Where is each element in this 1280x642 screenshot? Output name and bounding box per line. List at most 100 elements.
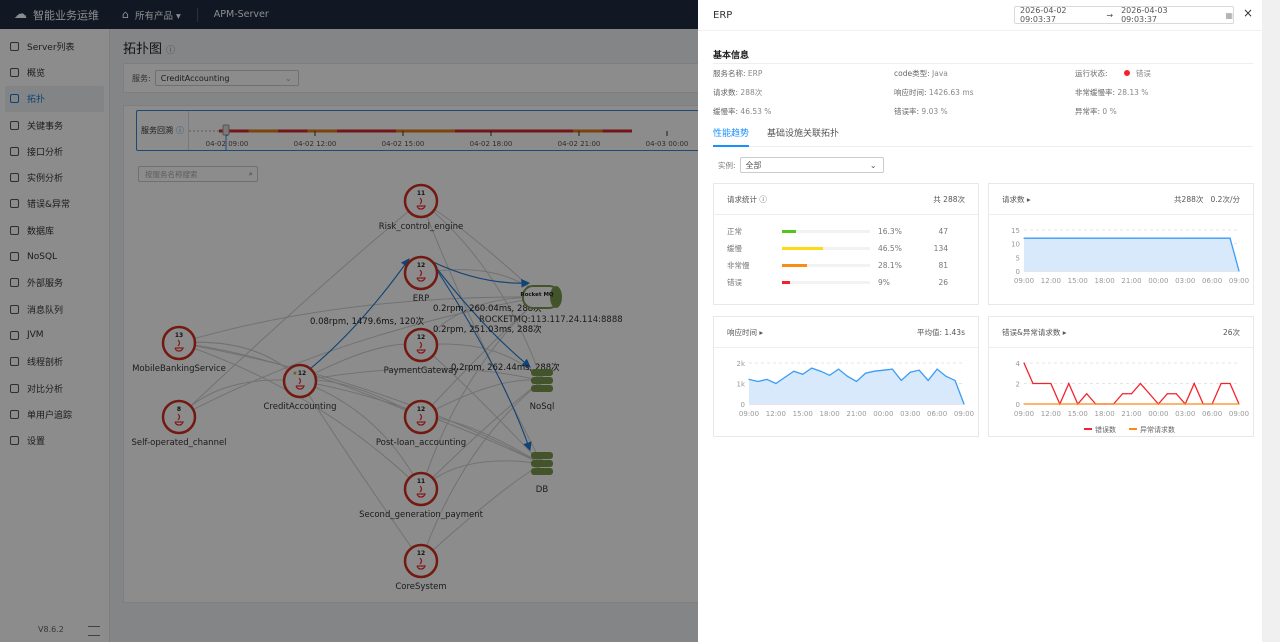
x-tick-label: 12:00 <box>1041 277 1061 285</box>
sidebar-item[interactable]: 设置 <box>0 427 109 453</box>
help-icon[interactable]: ⓘ <box>759 194 767 204</box>
data-point <box>1238 403 1240 405</box>
node-label: DB <box>536 485 549 495</box>
sidebar-item[interactable]: 外部服务 <box>0 270 109 296</box>
topology-edge <box>420 296 542 490</box>
app-name[interactable]: APM-Server <box>213 9 269 20</box>
data-point <box>1148 237 1151 239</box>
service-node[interactable]: 12★ CreditAccounting <box>263 363 337 412</box>
data-point <box>936 368 938 370</box>
sidebar-item[interactable]: JVM <box>0 322 109 348</box>
timeline-segment <box>425 129 455 133</box>
sidebar-item[interactable]: 对比分析 <box>0 375 109 401</box>
data-point <box>802 373 804 375</box>
service-timeline[interactable]: 服务回溯 ⓘ 04-02 09:00 04-02 12:00 04-02 15:00 0… <box>136 110 706 151</box>
expand-icon[interactable]: ▸ <box>1062 327 1067 337</box>
service-node[interactable]: 12 CoreSystem <box>395 543 447 592</box>
scrollbar[interactable] <box>1262 0 1280 642</box>
y-tick-label: 0 <box>1016 268 1020 276</box>
data-point <box>1059 403 1061 405</box>
timeline-tick-label: 04-03 00:00 <box>646 140 689 148</box>
sidebar-item[interactable]: 消息队列 <box>0 296 109 322</box>
products-dropdown[interactable]: 所有产品 ▾ <box>134 10 181 22</box>
info-field: code类型: Java <box>894 69 948 78</box>
service-select[interactable]: CreditAccounting ⌄ <box>154 70 299 86</box>
menu-icon <box>10 67 19 77</box>
sidebar-item[interactable]: 概览 <box>0 59 109 85</box>
help-icon[interactable]: ⓘ <box>176 126 184 135</box>
data-point <box>1050 403 1052 405</box>
timeline-segment <box>484 129 514 133</box>
data-point <box>766 378 768 380</box>
java-icon <box>416 269 426 282</box>
node-instance-count: 12 <box>417 334 425 341</box>
instance-select[interactable]: 全部 ⌄ <box>739 157 884 173</box>
rocketmq-node: Rocket MQ <box>520 285 562 309</box>
help-icon[interactable]: ⓘ <box>166 46 176 56</box>
topology-edge <box>299 380 422 490</box>
node-label: Risk_control_engine <box>379 222 464 232</box>
database-icon <box>531 468 553 475</box>
data-point <box>1220 237 1222 239</box>
request-stats-card: 请求统计 ⓘ 共 288次 正常 16.3% 47 缓慢 46.5% 134 非常慢 28.1%… <box>713 183 979 305</box>
topology-graph[interactable]: 0.08rpm, 1479.6ms, 120次 0.2rpm, 260.04ms,… <box>1 1 623 592</box>
sidebar-item[interactable]: 拓扑 <box>5 85 104 112</box>
service-node[interactable]: 11 Risk_control_engine <box>379 183 464 232</box>
data-point <box>1175 393 1177 395</box>
sidebar-item[interactable]: 关键事务 <box>0 112 109 138</box>
expand-icon[interactable]: ▸ <box>1026 194 1031 204</box>
sidebar-item[interactable]: NoSQL <box>0 243 109 269</box>
x-tick-label: 09:00 <box>1014 277 1034 285</box>
sidebar-item[interactable]: 单用户追踪 <box>0 401 109 427</box>
topology-edge <box>178 294 542 418</box>
sidebar-item[interactable]: 接口分析 <box>0 138 109 164</box>
service-node[interactable]: 12 ERP <box>403 255 439 304</box>
date-range-picker[interactable]: 2026-04-02 09:03:37 → 2026-04-03 09:03:37 ▦ <box>1014 6 1234 24</box>
menu-icon <box>10 357 19 367</box>
expand-icon[interactable]: ▸ <box>759 327 764 337</box>
topology-canvas[interactable]: 服务回溯 ⓘ 04-02 09:00 04-02 12:00 04-02 15:00 0… <box>123 105 713 603</box>
stat-bar <box>782 264 870 267</box>
mq-cap <box>550 286 562 308</box>
sidebar-item[interactable]: Server列表 <box>0 33 109 59</box>
x-tick-label: 00:00 <box>1148 277 1168 285</box>
sidebar-item[interactable]: 数据库 <box>0 217 109 243</box>
java-icon <box>416 413 426 426</box>
data-point <box>855 380 858 383</box>
tab-performance-trend[interactable]: 性能趋势 <box>713 126 750 147</box>
timeline-segment <box>219 129 249 133</box>
stat-row: 缓慢 46.5% 134 <box>727 244 948 253</box>
brand[interactable]: ☁ 智能业务运维 <box>14 7 99 22</box>
data-point <box>1139 237 1142 239</box>
service-node[interactable]: 13 MobileBankingService <box>132 325 226 374</box>
stat-bar-fill <box>782 230 797 233</box>
service-search-input[interactable]: 按服务名称搜索 ⌕ <box>138 166 258 182</box>
tab-infra-topology[interactable]: 基础设施关联拓扑 <box>767 129 840 139</box>
sidebar-item[interactable]: 线程剖析 <box>0 349 109 375</box>
data-point <box>1175 237 1177 239</box>
menu-icon <box>10 436 19 446</box>
home-icon[interactable]: ⌂ <box>122 8 129 21</box>
x-tick-label: 00:00 <box>1148 410 1168 418</box>
x-tick-label: 03:00 <box>1175 410 1195 418</box>
node-label: CoreSystem <box>395 582 446 592</box>
sidebar-item[interactable]: 实例分析 <box>0 164 109 190</box>
close-button[interactable]: × <box>1243 6 1254 20</box>
topology-edge-highlighted <box>430 260 531 288</box>
calendar-icon: ▦ <box>1225 10 1233 20</box>
collapse-sidebar-icon[interactable] <box>88 626 100 636</box>
data-point <box>1202 237 1204 239</box>
timeline-segment <box>366 129 396 133</box>
timeline-track[interactable]: 04-02 09:00 04-02 12:00 04-02 15:00 04-02 1… <box>189 111 705 150</box>
star-icon: ★ <box>292 370 297 377</box>
service-node[interactable]: 12 PaymentGateway <box>384 327 459 376</box>
service-node[interactable]: 12 Post-loan_accounting <box>376 399 466 448</box>
service-node[interactable]: 11 Second_generation_payment <box>359 471 484 520</box>
data-point <box>1202 403 1204 405</box>
legend-label: 错误数 <box>1095 425 1116 434</box>
sidebar-item[interactable]: 错误&异常 <box>0 191 109 217</box>
response-time-card: 响应时间 ▸ 平均值: 1.43s 0 1k 2k 09:00 12:00 15:00 18:… <box>713 316 979 437</box>
db-node: DB <box>531 452 553 495</box>
service-node[interactable]: 8 Self-operated_channel <box>131 399 227 448</box>
modal-mask[interactable] <box>0 0 698 642</box>
